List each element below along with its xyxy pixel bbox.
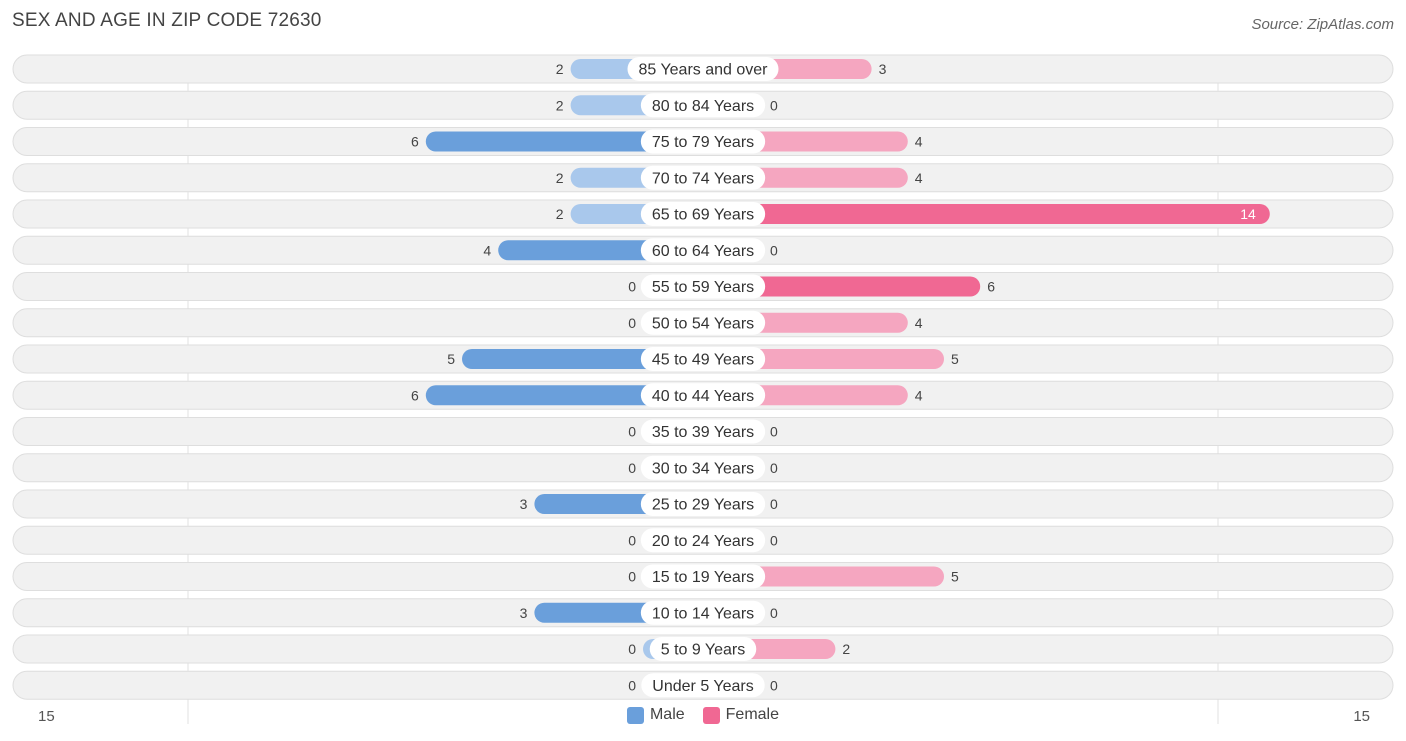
male-bar	[425, 385, 703, 406]
male-value-label: 5	[447, 351, 455, 367]
category-label-pill	[640, 274, 766, 299]
category-label-pill	[627, 57, 779, 81]
category-label-pill	[640, 93, 766, 118]
axis-left-label: 15	[38, 708, 55, 725]
male-value-label: 2	[556, 97, 564, 113]
female-value-label: 6	[987, 279, 995, 295]
legend-label-male: Male	[649, 706, 685, 723]
category-label: 10 to 14 Years	[652, 605, 754, 622]
category-label: 15 to 19 Years	[652, 569, 754, 586]
category-label: 25 to 29 Years	[652, 497, 754, 514]
category-label-pill	[640, 129, 766, 154]
male-value-label: 0	[628, 569, 636, 585]
category-label: 5 to 9 Years	[661, 642, 746, 659]
male-value-label: 4	[483, 242, 491, 258]
category-label: 80 to 84 Years	[652, 98, 754, 115]
female-value-label: 0	[770, 605, 778, 621]
category-label: 60 to 64 Years	[652, 243, 754, 260]
male-value-label: 6	[411, 387, 419, 403]
male-bar	[425, 131, 703, 152]
category-label: 70 to 74 Years	[652, 170, 754, 187]
category-label-pill	[640, 600, 766, 625]
category-label-pill	[640, 165, 766, 190]
female-value-label: 4	[915, 134, 923, 150]
male-value-label: 0	[628, 460, 636, 476]
category-label-pill	[640, 238, 766, 263]
female-value-label: 0	[770, 532, 778, 548]
chart-title: SEX AND AGE IN ZIP CODE 72630	[12, 10, 322, 31]
category-label: 35 to 39 Years	[652, 424, 754, 441]
female-bar	[703, 276, 981, 297]
category-label: Under 5 Years	[652, 678, 753, 695]
category-label: 85 Years and over	[639, 62, 769, 79]
female-value-label: 0	[770, 424, 778, 440]
female-value-label: 4	[915, 170, 923, 186]
female-value-label: 0	[770, 460, 778, 476]
female-value-label: 14	[1240, 206, 1256, 222]
category-label-pill	[640, 455, 766, 480]
legend-swatch-female	[702, 706, 720, 724]
legend-item-female: Female	[702, 706, 780, 724]
male-value-label: 0	[628, 315, 636, 331]
axis-right-label: 15	[1353, 708, 1370, 725]
female-value-label: 0	[770, 97, 778, 113]
female-value-label: 0	[770, 242, 778, 258]
legend: Male Female	[0, 706, 1406, 724]
category-label-pill	[640, 492, 766, 516]
category-label: 75 to 79 Years	[652, 134, 754, 151]
female-value-label: 4	[915, 387, 923, 403]
source-label: Source: ZipAtlas.com	[1251, 16, 1394, 33]
category-label-pill	[649, 637, 757, 661]
male-value-label: 2	[556, 61, 564, 77]
category-label-pill	[640, 564, 766, 589]
male-value-label: 0	[628, 424, 636, 440]
category-label: 50 to 54 Years	[652, 315, 754, 332]
category-label: 40 to 44 Years	[652, 388, 754, 405]
female-value-label: 5	[951, 569, 959, 585]
legend-label-female: Female	[725, 706, 780, 723]
category-label-pill	[641, 673, 765, 698]
male-value-label: 0	[628, 677, 636, 693]
category-label-pill	[640, 383, 766, 408]
female-bar	[703, 204, 1270, 224]
category-label: 65 to 69 Years	[652, 207, 754, 224]
female-value-label: 4	[915, 315, 923, 331]
category-label-pill	[640, 528, 766, 553]
male-value-label: 3	[520, 496, 528, 512]
legend-item-male: Male	[626, 706, 685, 724]
category-label-pill	[640, 202, 766, 226]
category-label-pill	[640, 419, 766, 444]
category-label: 55 to 59 Years	[652, 279, 754, 296]
female-value-label: 3	[879, 61, 887, 77]
category-label: 20 to 24 Years	[652, 533, 754, 550]
category-label-pill	[640, 310, 766, 335]
female-value-label: 0	[770, 496, 778, 512]
male-value-label: 0	[628, 641, 636, 657]
male-value-label: 6	[411, 134, 419, 150]
male-value-label: 3	[520, 605, 528, 621]
female-value-label: 5	[951, 351, 959, 367]
category-label: 30 to 34 Years	[652, 460, 754, 477]
female-value-label: 2	[842, 641, 850, 657]
male-value-label: 2	[556, 170, 564, 186]
male-value-label: 0	[628, 279, 636, 295]
category-label-pill	[640, 347, 766, 371]
legend-swatch-male	[626, 706, 644, 724]
female-value-label: 0	[770, 677, 778, 693]
male-value-label: 2	[556, 206, 564, 222]
male-value-label: 0	[628, 532, 636, 548]
category-label: 45 to 49 Years	[652, 352, 754, 369]
